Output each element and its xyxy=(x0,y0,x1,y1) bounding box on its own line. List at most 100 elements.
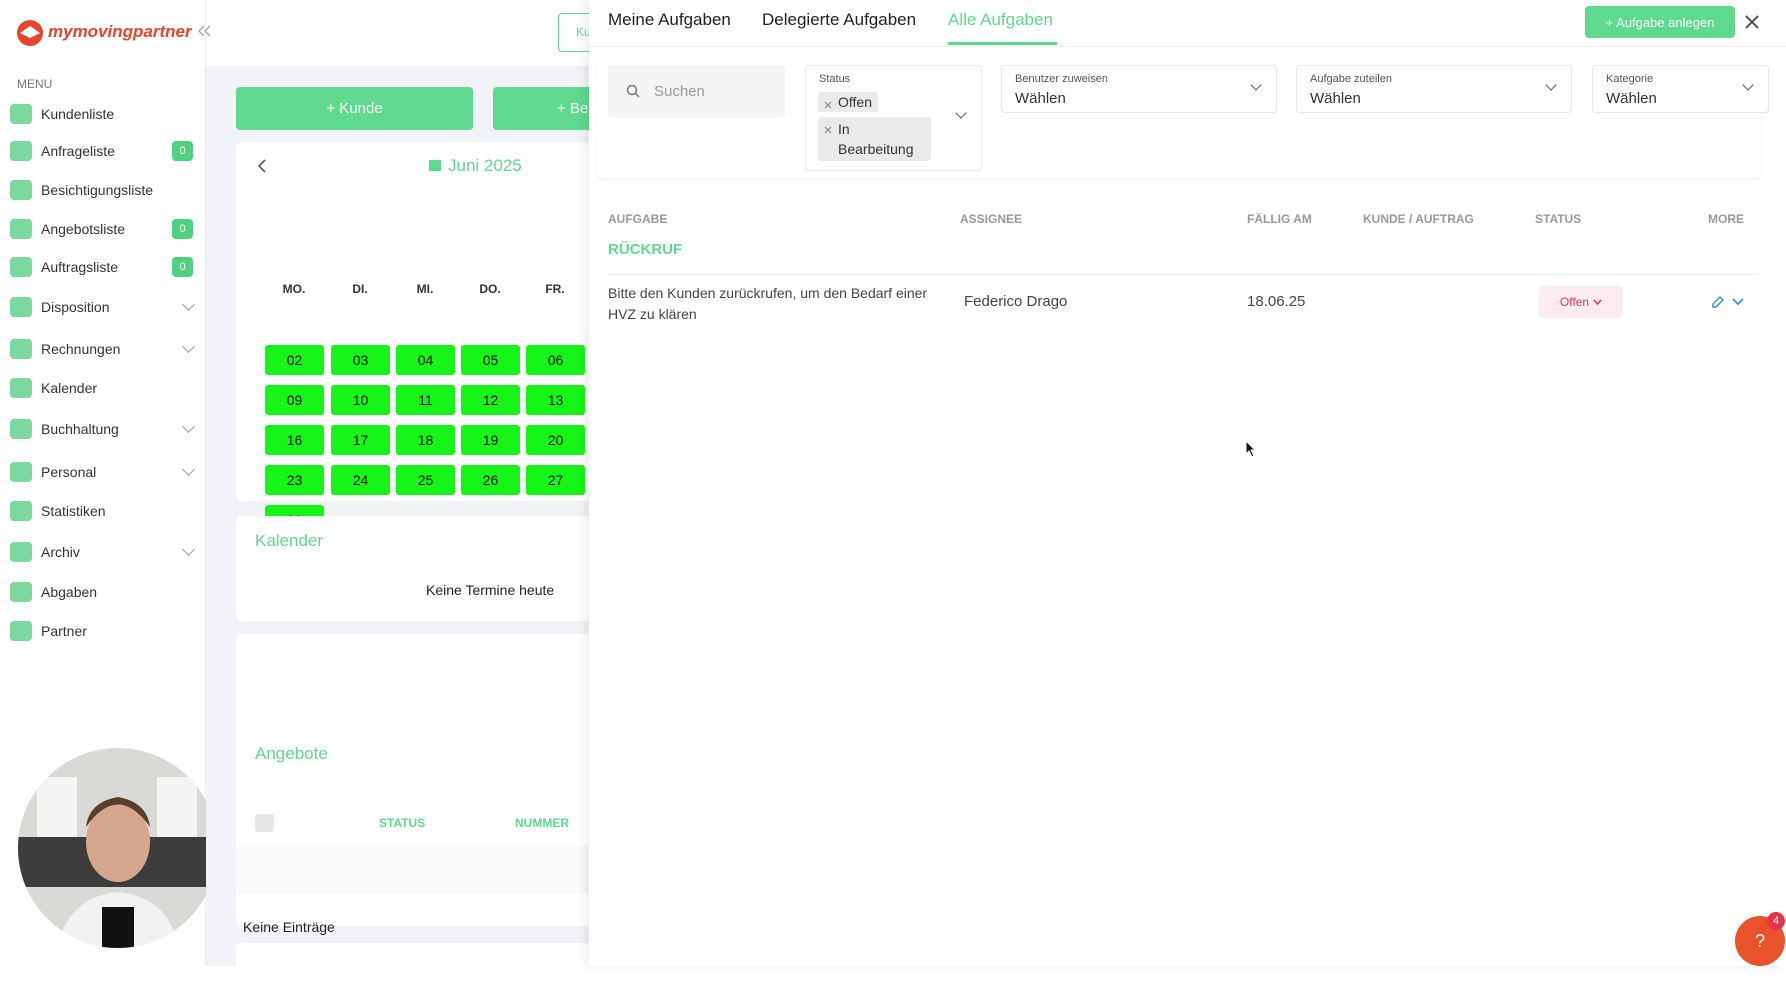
menu-icon xyxy=(10,257,32,277)
day-cell[interactable]: 26 xyxy=(461,465,520,495)
menu-icon xyxy=(10,462,32,482)
menu-label: Anfrageliste xyxy=(41,143,115,159)
menu-label: Abgaben xyxy=(41,584,98,600)
column-header: MORE xyxy=(1708,212,1744,226)
day-cell[interactable]: 10 xyxy=(331,385,390,415)
menu-item[interactable]: Angebotsliste 0 xyxy=(0,212,206,246)
add-customer-button[interactable]: + Kunde xyxy=(236,87,473,130)
weekday: MI. xyxy=(416,282,434,296)
remove-icon[interactable] xyxy=(824,126,832,134)
day-cell[interactable]: 19 xyxy=(461,425,520,455)
day-cell[interactable]: 09 xyxy=(265,385,324,415)
filter-label: Kategorie xyxy=(1606,73,1654,85)
menu-label: Besichtigungsliste xyxy=(41,182,154,198)
menu-icon xyxy=(10,621,32,641)
weekday: DI. xyxy=(352,282,368,296)
dropdown-icon xyxy=(1545,79,1557,91)
menu-label: Partner xyxy=(41,623,87,639)
dropdown-icon xyxy=(1742,79,1754,91)
menu-item[interactable]: Personal xyxy=(0,455,206,489)
day-cell[interactable]: 11 xyxy=(396,385,455,415)
day-cell[interactable]: 02 xyxy=(265,345,324,375)
column-header: FÄLLIG AM xyxy=(1247,212,1312,226)
menu-item[interactable]: Archiv xyxy=(0,535,206,569)
select-all-checkbox[interactable] xyxy=(255,814,274,832)
search-icon xyxy=(626,84,640,98)
day-cell[interactable]: 06 xyxy=(526,345,585,375)
day-cell[interactable]: 03 xyxy=(331,345,390,375)
day-cell[interactable]: 05 xyxy=(461,345,520,375)
day-cell[interactable]: 27 xyxy=(526,465,585,495)
logo-text: mymovingpartner xyxy=(48,22,192,41)
tab[interactable]: Meine Aufgaben xyxy=(608,10,731,29)
empty-message: Keine Einträge xyxy=(243,919,335,935)
menu-label: Buchhaltung xyxy=(41,421,119,437)
menu-label: Auftragsliste xyxy=(41,259,119,275)
status-pill[interactable]: Offen xyxy=(1539,286,1623,318)
prev-month[interactable] xyxy=(256,158,268,174)
expand-icon xyxy=(182,340,195,353)
menu-icon xyxy=(10,141,32,161)
menu-item[interactable]: Kalender xyxy=(0,371,206,405)
filter-value: Wählen xyxy=(1015,90,1066,107)
collapse-icon[interactable] xyxy=(198,25,212,37)
day-cell[interactable]: 18 xyxy=(396,425,455,455)
menu-label: Disposition xyxy=(41,299,110,315)
active-tab-indicator xyxy=(948,42,1057,45)
day-cell[interactable]: 25 xyxy=(396,465,455,495)
row-actions[interactable] xyxy=(1711,295,1747,309)
search-input[interactable]: Suchen xyxy=(608,65,785,118)
day-cell[interactable]: 23 xyxy=(265,465,324,495)
dropdown-icon xyxy=(955,107,967,119)
day-cell[interactable]: 17 xyxy=(331,425,390,455)
count-badge: 0 xyxy=(172,141,193,161)
day-cell[interactable]: 20 xyxy=(526,425,585,455)
menu-label: Kundenliste xyxy=(41,106,115,122)
menu-item[interactable]: Kundenliste xyxy=(0,97,206,131)
filter-chip: In Bearbeitung xyxy=(818,117,931,161)
tab[interactable]: Alle Aufgaben xyxy=(948,10,1053,29)
menu-item[interactable]: Auftragsliste 0 xyxy=(0,250,206,284)
dropdown-icon xyxy=(1250,79,1262,91)
menu-item[interactable]: Buchhaltung xyxy=(0,412,206,446)
filter-value: Wählen xyxy=(1310,90,1361,107)
notification-count: 4 xyxy=(1767,912,1785,930)
remove-icon[interactable] xyxy=(824,101,832,109)
day-cell[interactable]: 04 xyxy=(396,345,455,375)
count-badge: 0 xyxy=(172,257,193,277)
column-header: KUNDE / AUFTRAG xyxy=(1363,212,1474,226)
dropdown-icon xyxy=(1593,299,1602,305)
filter-dropdown[interactable]: Benutzer zuweisen Wählen xyxy=(1001,65,1277,113)
menu-item[interactable]: Statistiken xyxy=(0,494,206,528)
menu-item[interactable]: Disposition xyxy=(0,290,206,324)
day-cell[interactable]: 16 xyxy=(265,425,324,455)
menu-item[interactable]: Partner xyxy=(0,614,206,648)
task-text[interactable]: Bitte den Kunden zurückrufen, um den Bed… xyxy=(608,285,928,322)
day-cell[interactable]: 24 xyxy=(331,465,390,495)
filter-label: Aufgabe zuteilen xyxy=(1310,73,1392,85)
assignee: Federico Drago xyxy=(964,293,1068,310)
day-cell[interactable]: 12 xyxy=(461,385,520,415)
menu-label: Kalender xyxy=(41,380,98,396)
expand-icon xyxy=(182,420,195,433)
expand-icon xyxy=(182,543,195,556)
close-button[interactable] xyxy=(1744,14,1760,30)
filter-dropdown[interactable]: Kategorie Wählen xyxy=(1592,65,1769,113)
menu-item[interactable]: Rechnungen xyxy=(0,332,206,366)
tab[interactable]: Delegierte Aufgaben xyxy=(762,10,917,29)
column-header: STATUS xyxy=(379,816,426,830)
column-header: AUFGABE xyxy=(608,212,668,226)
menu-item[interactable]: Anfrageliste 0 xyxy=(0,134,206,168)
calendar-card: Juni 2025 MO. DI. MI. DO. FR. 02 03 04 05 06 09 10 1… xyxy=(236,142,596,535)
filter-dropdown[interactable]: Aufgabe zuteilen Wählen xyxy=(1296,65,1572,113)
create-task-button[interactable]: + Aufgabe anlegen xyxy=(1585,6,1735,38)
logo-icon xyxy=(17,20,43,46)
expand-icon xyxy=(182,463,195,476)
menu-item[interactable]: Abgaben xyxy=(0,575,206,609)
row-divider xyxy=(608,274,1758,275)
day-cell[interactable]: 13 xyxy=(526,385,585,415)
menu-item[interactable]: Besichtigungsliste xyxy=(0,173,206,207)
status-filter[interactable]: Status Offen In Bearbeitung xyxy=(805,65,982,171)
column-header: STATUS xyxy=(1535,212,1582,226)
